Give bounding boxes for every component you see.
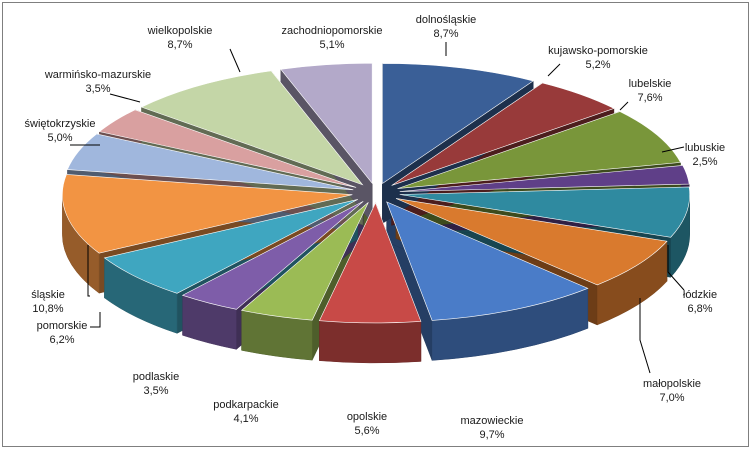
data-label-zachodniopomorskie: zachodniopomorskie 5,1% xyxy=(282,25,383,51)
leader-warminsko-mazurskie xyxy=(109,93,141,103)
slice-lubelskie xyxy=(397,111,682,189)
slice-kujawsko-pomorskie xyxy=(391,82,615,186)
label-category-zachodniopomorskie: zachodniopomorskie xyxy=(282,25,383,37)
label-value-mazowieckie: 9,7% xyxy=(479,429,504,441)
data-label-slaskie: śląskie 10,8% xyxy=(31,289,65,315)
label-category-opolskie: opolskie xyxy=(347,411,387,423)
label-value-dolnoslaskie: 8,7% xyxy=(433,28,458,40)
slice-wielkopolskie xyxy=(140,70,364,186)
label-value-slaskie: 10,8% xyxy=(32,303,63,315)
slice-zachodniopomorskie xyxy=(280,62,373,185)
label-category-warminsko-mazurskie: warmińsko-mazurskie xyxy=(44,69,151,81)
label-value-zachodniopomorskie: 5,1% xyxy=(319,39,344,51)
label-category-dolnoslaskie: dolnośląskie xyxy=(416,14,477,26)
label-category-lubuskie: lubuskie xyxy=(685,142,725,154)
leader-lubelskie xyxy=(619,101,629,111)
label-category-wielkopolskie: wielkopolskie xyxy=(147,25,213,37)
data-label-wielkopolskie: wielkopolskie 8,7% xyxy=(147,25,213,51)
label-value-podlaskie: 3,5% xyxy=(143,385,168,397)
data-label-dolnoslaskie: dolnośląskie 8,7% xyxy=(416,14,477,40)
label-category-podlaskie: podlaskie xyxy=(133,371,179,383)
slice-pomorskie xyxy=(103,199,358,294)
slice-warminsko-mazurskie xyxy=(98,109,357,188)
label-value-warminsko-mazurskie: 3,5% xyxy=(85,83,110,95)
data-label-warminsko-mazurskie: warmińsko-mazurskie 3,5% xyxy=(44,69,151,95)
data-label-pomorskie: pomorskie 6,2% xyxy=(37,320,88,346)
slice-lubuskie xyxy=(399,165,690,192)
label-value-swietokrzyskie: 5,0% xyxy=(47,132,72,144)
slice-slaskie xyxy=(62,174,353,254)
label-category-pomorskie: pomorskie xyxy=(37,320,88,332)
label-value-kujawsko-pomorskie: 5,2% xyxy=(585,59,610,71)
label-category-swietokrzyskie: świętokrzyskie xyxy=(25,118,96,130)
label-category-kujawsko-pomorskie: kujawsko-pomorskie xyxy=(548,45,648,57)
data-label-kujawsko-pomorskie: kujawsko-pomorskie 5,2% xyxy=(548,45,648,71)
label-value-wielkopolskie: 8,7% xyxy=(167,39,192,51)
leader-lubuskie xyxy=(661,146,685,153)
label-category-podkarpackie: podkarpackie xyxy=(213,399,278,411)
data-label-mazowieckie: mazowieckie 9,7% xyxy=(461,415,524,441)
slice-dolnoslaskie xyxy=(382,63,534,185)
label-value-opolskie: 5,6% xyxy=(354,425,379,437)
leader-wielkopolskie xyxy=(229,48,241,73)
slice-podkarpackie xyxy=(240,202,369,321)
data-label-malopolskie: małopolskie 7,0% xyxy=(643,378,701,404)
label-category-slaskie: śląskie xyxy=(31,289,65,301)
data-label-lodzkie: łódzkie 6,8% xyxy=(683,289,717,315)
label-value-lubelskie: 7,6% xyxy=(637,92,662,104)
data-label-podkarpackie: podkarpackie 4,1% xyxy=(213,399,278,425)
slice-wall-opolskie xyxy=(319,320,422,364)
label-category-mazowieckie: mazowieckie xyxy=(461,415,524,427)
data-labels: dolnośląskie 8,7% kujawsko-pomorskie 5,2% lu… xyxy=(25,14,726,441)
leader-pomorskie xyxy=(90,312,101,328)
data-label-opolskie: opolskie 5,6% xyxy=(347,411,387,437)
data-label-lubelskie: lubelskie 7,6% xyxy=(629,78,672,104)
slice-swietokrzyskie xyxy=(66,133,354,191)
slice-mazowieckie xyxy=(386,201,589,321)
leader-lines xyxy=(70,42,685,374)
leader-slaskie xyxy=(87,245,90,297)
slice-podlaskie xyxy=(181,201,364,310)
label-value-podkarpackie: 4,1% xyxy=(233,413,258,425)
data-label-lubuskie: lubuskie 2,5% xyxy=(685,142,725,168)
label-category-lubelskie: lubelskie xyxy=(629,78,672,90)
data-label-podlaskie: podlaskie 3,5% xyxy=(133,371,179,397)
leader-lodzkie xyxy=(667,245,685,291)
label-category-lodzkie: łódzkie xyxy=(683,289,717,301)
slice-malopolskie xyxy=(395,198,668,286)
label-value-pomorskie: 6,2% xyxy=(49,334,74,346)
label-value-lodzkie: 6,8% xyxy=(687,303,712,315)
leader-kujawsko-pomorskie xyxy=(547,63,561,77)
slice-lodzkie xyxy=(399,186,690,238)
data-label-swietokrzyskie: świętokrzyskie 5,0% xyxy=(25,118,96,144)
leader-malopolskie xyxy=(639,298,651,374)
label-value-malopolskie: 7,0% xyxy=(659,392,684,404)
label-value-lubuskie: 2,5% xyxy=(692,156,717,168)
slice-tops xyxy=(62,62,690,324)
slice-opolskie xyxy=(318,202,422,324)
label-category-malopolskie: małopolskie xyxy=(643,378,701,390)
